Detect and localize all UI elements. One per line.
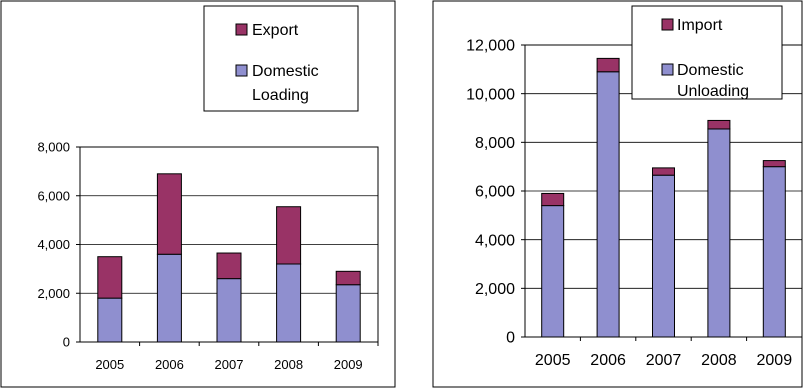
left-y-tick-label: 2,000 [37, 286, 70, 301]
left-bar-domestic-loading-2007 [216, 278, 242, 343]
right-bars [541, 57, 786, 338]
right-bar-import-2007 [652, 167, 675, 176]
right-y-tick-label: 8,000 [475, 135, 515, 152]
legend-label-export: Export [252, 22, 299, 39]
right-y-tick-label: 10,000 [466, 86, 515, 103]
right-x-tick-label: 2009 [757, 352, 793, 369]
left-bar-domestic-loading-2005 [97, 297, 123, 343]
left-bar-domestic-loading-2009 [335, 284, 361, 343]
left-legend: Export Domestic Loading [203, 5, 359, 112]
left-x-tick-label: 2006 [155, 357, 184, 372]
right-y-tick-label: 0 [506, 330, 515, 347]
right-x-tick-label: 2007 [646, 352, 682, 369]
legend-label-domestic-line1: Domestic [252, 63, 319, 80]
domestic-loading-swatch [235, 64, 248, 77]
left-bar-export-2008 [276, 206, 302, 265]
left-y-tick-label: 4,000 [37, 237, 70, 252]
legend-label-import: Import [677, 17, 723, 34]
import-swatch [661, 18, 674, 31]
left-bar-export-2006 [156, 173, 182, 255]
right-x-tick-label: 2005 [535, 352, 571, 369]
right-y-tick-label: 2,000 [475, 281, 515, 298]
left-bars [97, 173, 361, 343]
right-bar-import-2009 [762, 160, 786, 168]
export-swatch [235, 23, 248, 36]
right-bar-domestic-unloading-2009 [762, 166, 786, 338]
left-x-tick-label: 2007 [215, 357, 244, 372]
right-bar-import-2006 [596, 57, 620, 73]
left-x-tick-label: 2009 [334, 357, 363, 372]
right-legend-box [631, 5, 783, 100]
right-bar-import-2005 [541, 192, 565, 207]
right-bar-domestic-unloading-2005 [541, 205, 565, 338]
left-y-tick-label: 8,000 [37, 140, 70, 155]
right-bar-domestic-unloading-2006 [596, 71, 620, 338]
left-y-tick-labels: 0 2,000 4,000 6,000 8,000 [37, 140, 80, 350]
right-x-tick-label: 2006 [590, 352, 626, 369]
left-y-tick-label: 0 [63, 335, 70, 350]
right-bar-domestic-unloading-2008 [707, 128, 731, 338]
left-x-tick-labels: 2005 2006 2007 2008 2009 [95, 342, 379, 372]
left-x-tick-label: 2005 [95, 357, 124, 372]
left-bar-export-2007 [216, 252, 242, 280]
left-x-tick-label: 2008 [274, 357, 303, 372]
legend-label-domestic-line2: Loading [252, 87, 309, 104]
right-bar-import-2008 [707, 119, 731, 130]
right-y-tick-label: 6,000 [475, 184, 515, 201]
left-bar-domestic-loading-2008 [276, 263, 302, 343]
left-bar-domestic-loading-2006 [156, 253, 182, 343]
domestic-unloading-swatch [661, 63, 674, 76]
right-y-tick-labels: 0 2,000 4,000 6,000 8,000 10,000 12,000 [466, 38, 525, 347]
left-y-tick-label: 6,000 [37, 188, 70, 203]
legend-label-domestic-unloading-line2: Unloading [677, 83, 749, 100]
left-legend-box [203, 5, 359, 112]
right-legend: Import Domestic Unloading [631, 5, 783, 100]
right-x-tick-label: 2008 [701, 352, 737, 369]
left-bar-export-2009 [335, 270, 361, 286]
legend-label-domestic-unloading-line1: Domestic [677, 62, 744, 79]
right-y-tick-label: 4,000 [475, 232, 515, 249]
right-y-tick-label: 12,000 [466, 38, 515, 55]
left-bar-export-2005 [97, 256, 123, 299]
right-bar-domestic-unloading-2007 [652, 174, 675, 338]
right-x-tick-labels: 2005 2006 2007 2008 2009 [535, 337, 803, 369]
